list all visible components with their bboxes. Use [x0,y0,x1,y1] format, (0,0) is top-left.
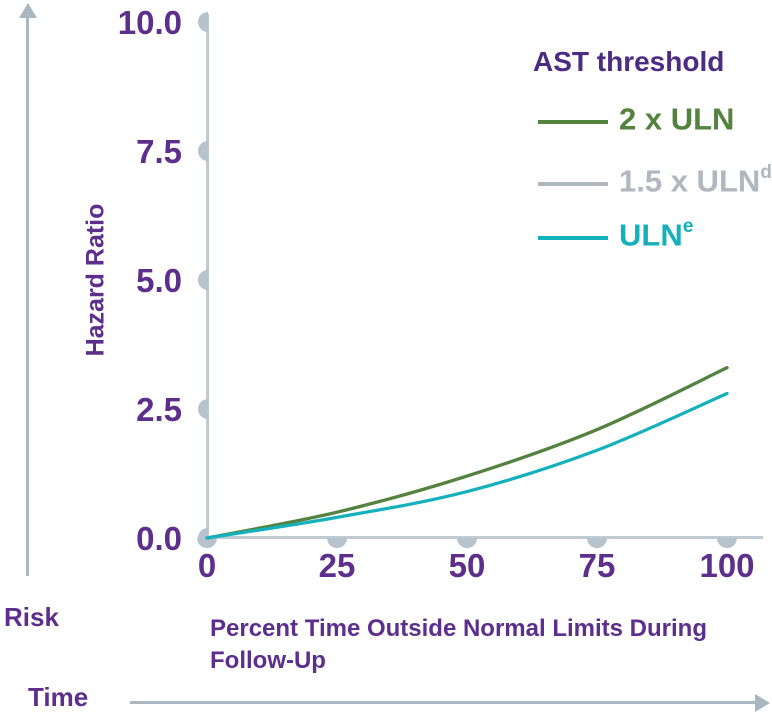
x-tick-dot [197,538,217,548]
legend-label-2xuln: 2 x ULN [619,103,734,134]
x-tick-label: 50 [448,547,486,584]
legend-label-text: 1.5 x ULN [619,163,761,199]
legend-label-uln: ULNe [619,216,694,253]
curve-2-x-uln [205,366,729,540]
legend-label-superscript: d [760,162,772,183]
legend-label-1p5xuln: 1.5 x ULNd [619,162,772,199]
time-axis-arrowhead-icon [755,694,770,712]
y-tick-dot [198,12,208,32]
risk-axis-arrowhead-icon [19,3,37,18]
y-tick-label: 2.5 [136,391,182,428]
y-tick-dot [198,141,208,161]
curve-uln [205,391,729,540]
x-tick-label: 75 [578,547,616,584]
x-axis-title-line1: Percent Time Outside Normal Limits Durin… [210,615,707,642]
x-tick-dot [457,538,477,548]
risk-label: Risk [4,602,59,632]
x-tick-dot [587,538,607,548]
x-axis-title-line2: Follow-Up [210,647,326,675]
y-tick-dot [198,399,208,419]
x-tick-dot [717,538,737,548]
y-tick-dot [198,270,208,290]
y-tick-label: 0.0 [136,520,182,557]
legend-swatch-2xuln [538,120,608,124]
legend-label-superscript: e [682,216,694,237]
curve-1-5-x-uln [205,366,729,540]
x-axis-title: Percent Time Outside Normal Limits Durin… [210,613,707,678]
legend-label-text: 2 x ULN [619,101,735,137]
time-label: Time [28,682,89,712]
legend-swatch-uln [538,236,608,240]
y-tick-label: 10.0 [117,4,182,41]
y-tick-label: 7.5 [136,133,182,170]
x-tick-label: 25 [318,547,356,584]
x-axis-line [207,536,763,539]
x-tick-dot [327,538,347,548]
x-tick-label: 100 [699,547,755,584]
risk-axis-line [26,16,29,576]
legend-swatch-1p5xuln [538,182,608,186]
time-axis-line [130,701,756,704]
legend-title: AST threshold [533,46,725,77]
y-tick-label: 5.0 [136,262,182,299]
legend-label-text: ULN [619,217,683,253]
x-tick-label: 0 [197,547,217,584]
